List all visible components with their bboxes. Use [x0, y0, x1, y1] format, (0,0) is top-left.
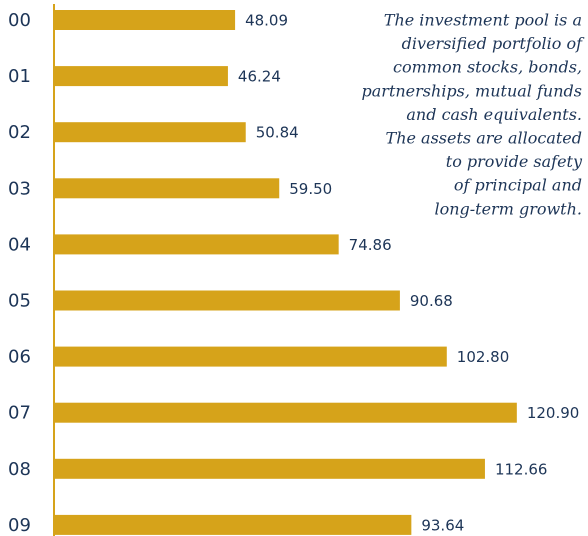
annotation-line: long-term growth. — [434, 199, 582, 218]
annotation-line: and cash equivalents. — [406, 105, 582, 124]
category-label: 09 — [8, 515, 31, 536]
value-label: 102.80 — [457, 348, 510, 366]
category-label: 07 — [8, 403, 31, 424]
bar — [54, 178, 280, 199]
value-label: 90.68 — [410, 292, 453, 310]
bar — [54, 346, 447, 367]
annotation-line: diversified portfolio of — [402, 34, 585, 53]
value-label: 120.90 — [527, 404, 580, 422]
annotation-line: The investment pool is a — [384, 11, 582, 30]
value-label: 48.09 — [245, 12, 288, 30]
annotation-line: common stocks, bonds, — [393, 58, 582, 77]
bar — [54, 234, 339, 255]
bar — [54, 290, 400, 311]
category-label: 06 — [8, 347, 31, 368]
category-label: 01 — [8, 66, 31, 87]
value-label: 50.84 — [256, 124, 299, 142]
bar — [54, 10, 236, 30]
annotation-line: partnerships, mutual funds — [362, 81, 582, 100]
value-label: 59.50 — [289, 180, 332, 198]
category-label: 00 — [8, 10, 31, 31]
bar — [54, 458, 485, 479]
category-label: 08 — [8, 459, 31, 480]
value-label: 93.64 — [421, 516, 464, 534]
annotation-line: The assets are allocated — [386, 129, 582, 148]
category-label: 05 — [8, 291, 31, 312]
bar — [54, 514, 412, 535]
annotation-line: to provide safety — [446, 152, 583, 171]
bar — [54, 66, 228, 87]
value-label: 46.24 — [238, 68, 281, 86]
value-label: 112.66 — [495, 460, 547, 478]
category-label: 04 — [8, 234, 31, 255]
annotation-line: of principal and — [454, 176, 582, 195]
category-label: 02 — [8, 122, 31, 143]
value-label: 74.86 — [349, 236, 392, 254]
category-label: 03 — [8, 178, 31, 199]
bar — [54, 122, 246, 143]
bar — [54, 402, 517, 423]
